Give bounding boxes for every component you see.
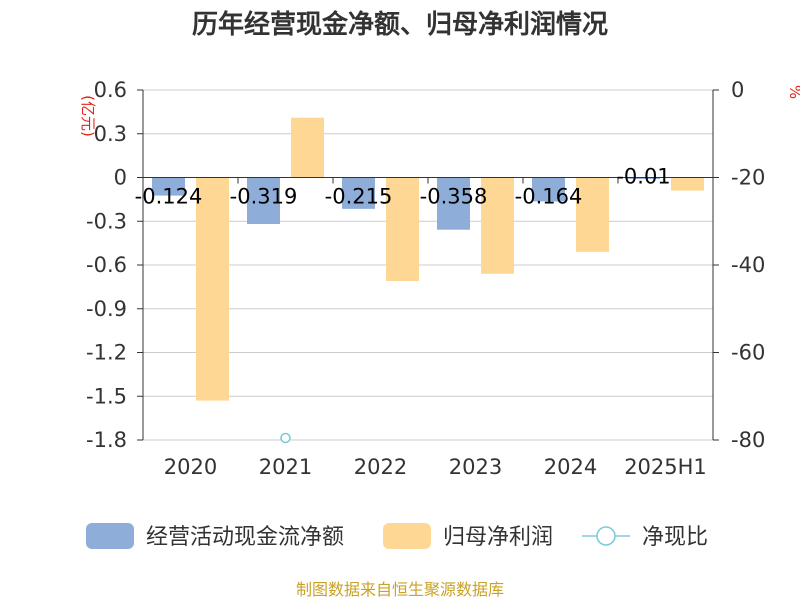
legend-swatch xyxy=(383,523,431,549)
right-axis-ticks: 0 -20 -40 -60 -80 xyxy=(713,78,765,452)
legend-label: 净现比 xyxy=(642,525,708,550)
x-tick-label: 2025H1 xyxy=(624,455,707,479)
left-tick-label: 0 xyxy=(114,166,127,190)
right-tick-label: -60 xyxy=(731,341,765,365)
data-labels: -0.124 -0.319 -0.215 -0.358 -0.164 -0.01 xyxy=(135,165,671,209)
bar-cashflow xyxy=(152,177,185,196)
x-tick-label: 2023 xyxy=(449,455,502,479)
legend-label: 归母净利润 xyxy=(443,525,553,550)
bar-cashflow xyxy=(627,177,660,179)
bar-netprofit xyxy=(291,117,324,178)
left-tick-label: -0.9 xyxy=(86,297,127,321)
legend-label: 经营活动现金流净额 xyxy=(146,525,344,550)
bar-cashflow xyxy=(437,177,470,230)
bars xyxy=(152,117,704,401)
right-tick-label: -80 xyxy=(731,428,765,452)
left-axis-unit: (亿元) xyxy=(79,95,97,137)
data-label: -0.124 xyxy=(135,185,203,209)
right-axis-unit: % xyxy=(786,85,800,99)
ratio-points xyxy=(280,432,291,444)
left-tick-label: 0.6 xyxy=(94,78,127,102)
bar-netprofit xyxy=(671,177,704,191)
legend: 经营活动现金流净额 归母净利润 净现比 xyxy=(86,523,708,550)
left-axis-ticks: 0.6 0.3 0 -0.3 -0.6 -0.9 -1.2 -1.5 -1.8 xyxy=(86,78,143,452)
left-tick-label: -0.6 xyxy=(86,253,127,277)
data-label: -0.215 xyxy=(325,185,393,209)
bar-netprofit xyxy=(196,177,229,401)
right-tick-label: 0 xyxy=(731,78,744,102)
legend-swatch xyxy=(86,523,134,549)
x-tick-label: 2024 xyxy=(544,455,597,479)
left-tick-label: -1.5 xyxy=(86,384,127,408)
bar-netprofit xyxy=(576,177,609,252)
data-label: -0.319 xyxy=(230,185,298,209)
ratio-point xyxy=(280,432,291,444)
data-label: -0.358 xyxy=(420,185,488,209)
bar-cashflow xyxy=(247,177,280,225)
x-axis-ticks: 2020 2021 2022 2023 2024 2025H1 xyxy=(142,177,714,479)
bar-cashflow xyxy=(532,177,565,202)
x-tick-label: 2022 xyxy=(354,455,407,479)
x-tick-label: 2020 xyxy=(164,455,217,479)
legend-swatch-ratio-marker xyxy=(596,526,616,546)
left-tick-label: -0.3 xyxy=(86,209,127,233)
left-tick-label: -1.2 xyxy=(86,341,127,365)
right-tick-label: -40 xyxy=(731,253,765,277)
bar-netprofit xyxy=(481,177,514,274)
data-label: -0.01 xyxy=(616,165,670,189)
source-note: 制图数据来自恒生聚源数据库 xyxy=(296,580,504,599)
left-tick-label: -1.8 xyxy=(86,428,127,452)
bar-cashflow xyxy=(342,177,375,209)
data-label: -0.164 xyxy=(515,185,583,209)
left-tick-label: 0.3 xyxy=(94,122,127,146)
right-tick-label: -20 xyxy=(731,166,765,190)
chart-title: 历年经营现金净额、归母净利润情况 xyxy=(192,9,608,40)
x-tick-label: 2021 xyxy=(259,455,312,479)
bar-netprofit xyxy=(386,177,419,282)
